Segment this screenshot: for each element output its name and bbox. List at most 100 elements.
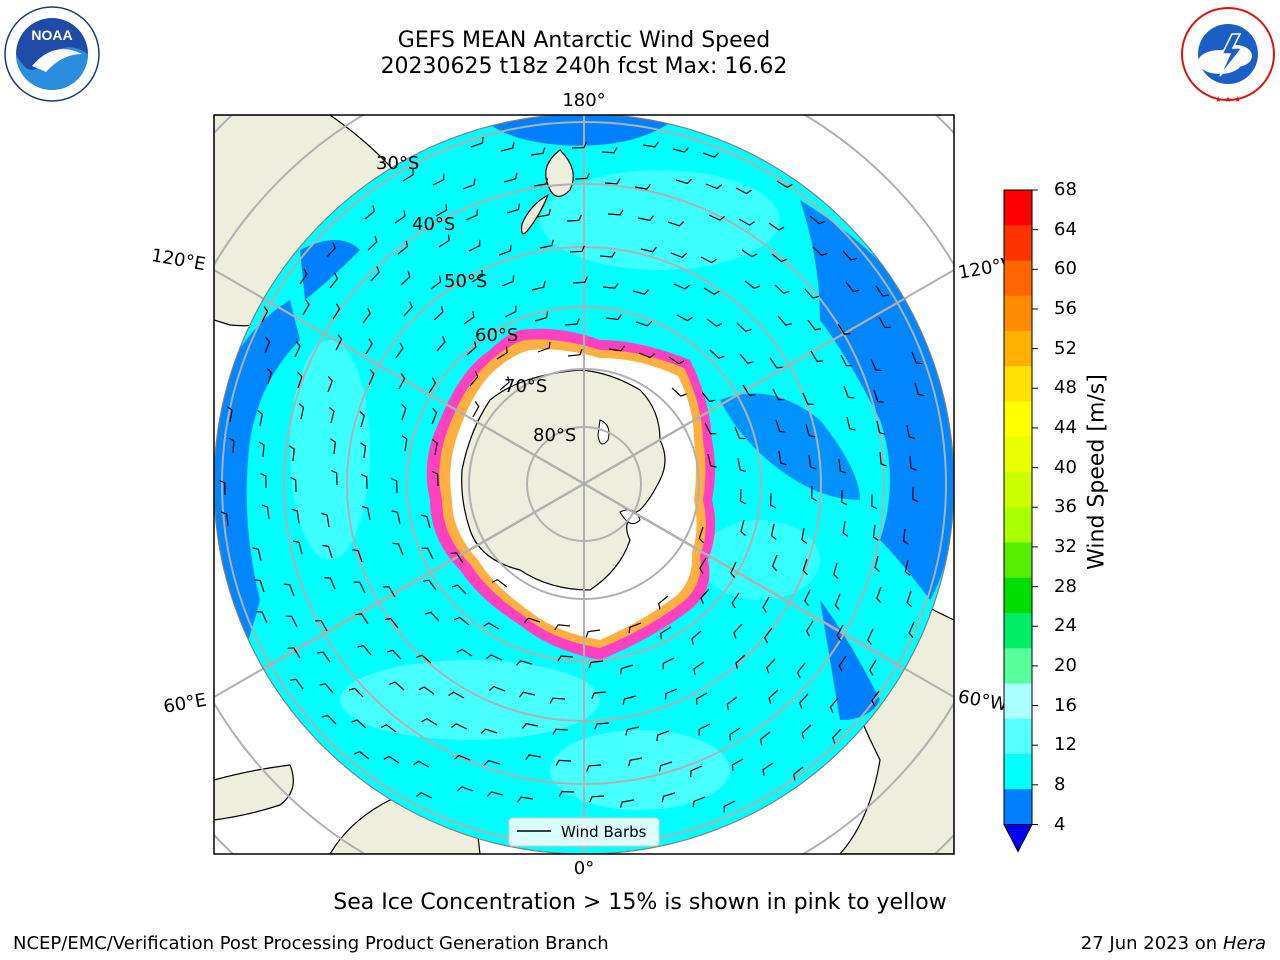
- wind-barb: [454, 754, 471, 761]
- wind-barb: [401, 435, 408, 452]
- wind-barb: [804, 589, 811, 606]
- footer-date-text: 27 Jun 2023 on: [1080, 933, 1218, 954]
- wind-barb: [315, 619, 328, 632]
- wind-barb: [702, 152, 720, 158]
- wind-barb: [392, 542, 404, 556]
- wind-barb: [709, 349, 725, 359]
- colorbar-segment: [1004, 754, 1032, 790]
- wind-barb: [588, 660, 604, 669]
- colorbar-tick-label: 64: [1054, 218, 1077, 240]
- wind-barb: [708, 214, 725, 221]
- wind-barb: [380, 724, 397, 733]
- colorbar-segment: [1004, 295, 1032, 332]
- wind-barb: [829, 697, 839, 714]
- lat-label-80s: 80°S: [533, 425, 576, 446]
- wind-barb: [834, 593, 841, 610]
- lon-label-60w: 60°W: [956, 686, 1009, 715]
- wind-barb: [841, 489, 848, 506]
- wind-barb: [483, 759, 501, 766]
- colorbar-segment: [1004, 542, 1032, 579]
- wind-barb: [569, 245, 585, 253]
- wind-barb: [793, 766, 804, 781]
- wind-barb: [352, 549, 363, 563]
- wind-barb: [261, 306, 269, 323]
- wind-barb: [741, 249, 758, 258]
- wind-barb: [730, 561, 737, 578]
- wind-barb: [523, 617, 541, 623]
- wind-barb: [451, 584, 467, 595]
- wind-barb: [463, 311, 475, 325]
- wind-barb: [287, 647, 301, 659]
- wind-barb: [398, 373, 406, 390]
- colorbar-tick-label: 52: [1054, 337, 1077, 359]
- wind-barb: [812, 246, 828, 256]
- wind-barb: [871, 493, 878, 510]
- wind-barb: [436, 336, 446, 352]
- colorbar-segment: [1004, 401, 1032, 438]
- wind-barb: [838, 458, 847, 474]
- colorbar: [1003, 189, 1038, 853]
- wind-barb: [838, 655, 847, 672]
- wind-barb: [832, 728, 842, 744]
- wind-barb: [906, 590, 912, 608]
- wind-barb: [759, 731, 771, 746]
- wind-barb: [736, 322, 752, 332]
- wind-barb: [607, 209, 624, 216]
- wind-barb: [498, 245, 512, 256]
- legend-label: Wind Barbs: [561, 823, 647, 841]
- wind-barb: [424, 611, 440, 622]
- wind-barb: [465, 209, 478, 221]
- wind-barb: [416, 792, 433, 799]
- wind-barb: [382, 586, 396, 598]
- wind-barb: [699, 557, 707, 574]
- wind-barb: [383, 755, 400, 764]
- wind-barb: [395, 342, 404, 359]
- wind-barb: [869, 659, 877, 676]
- wind-barb: [288, 445, 295, 462]
- wind-barb: [875, 285, 889, 297]
- wind-barb: [628, 757, 643, 767]
- wind-barb: [413, 760, 430, 768]
- wind-barb: [673, 283, 690, 290]
- wind-barb: [909, 455, 917, 471]
- wind-barb: [500, 142, 515, 152]
- wind-barb: [488, 685, 506, 692]
- wind-barb: [833, 562, 839, 580]
- colorbar-tick-label: 44: [1054, 416, 1077, 438]
- wind-barb: [735, 187, 752, 195]
- wind-barb: [628, 622, 642, 634]
- lat-label-60s: 60°S: [475, 325, 518, 346]
- wind-barb: [220, 511, 229, 527]
- colorbar-tick-label: 28: [1054, 575, 1077, 597]
- wind-barb: [675, 178, 693, 185]
- wind-barb: [776, 180, 793, 189]
- lon-label-60e: 60°E: [162, 690, 208, 718]
- wind-barb: [355, 613, 369, 625]
- wind-barb: [257, 410, 263, 427]
- svg-text:★ ★ ★: ★ ★ ★: [1215, 95, 1242, 104]
- colorbar-segment: [1004, 190, 1032, 226]
- wind-barb: [842, 520, 849, 537]
- nws-logo: ★ ★ ★: [1181, 7, 1275, 104]
- wind-barb: [299, 268, 308, 285]
- wind-barb: [635, 321, 653, 327]
- wind-barb: [766, 658, 776, 674]
- wind-barb: [266, 367, 273, 385]
- wind-barb: [503, 172, 518, 183]
- wind-barb: [591, 691, 607, 699]
- wind-barb: [367, 235, 378, 251]
- wind-barb: [737, 457, 747, 473]
- wind-barb: [738, 218, 755, 226]
- wind-barb: [744, 280, 761, 290]
- wind-barb: [807, 319, 822, 331]
- wind-barb: [772, 388, 785, 401]
- wind-barb: [661, 792, 676, 803]
- wind-barb: [326, 242, 336, 258]
- wind-barb: [769, 357, 783, 369]
- wind-barb: [572, 276, 588, 284]
- wind-barb: [292, 540, 303, 555]
- lon-label-120e: 120°E: [150, 245, 208, 275]
- wind-barb: [634, 183, 651, 190]
- wind-barb: [802, 558, 808, 576]
